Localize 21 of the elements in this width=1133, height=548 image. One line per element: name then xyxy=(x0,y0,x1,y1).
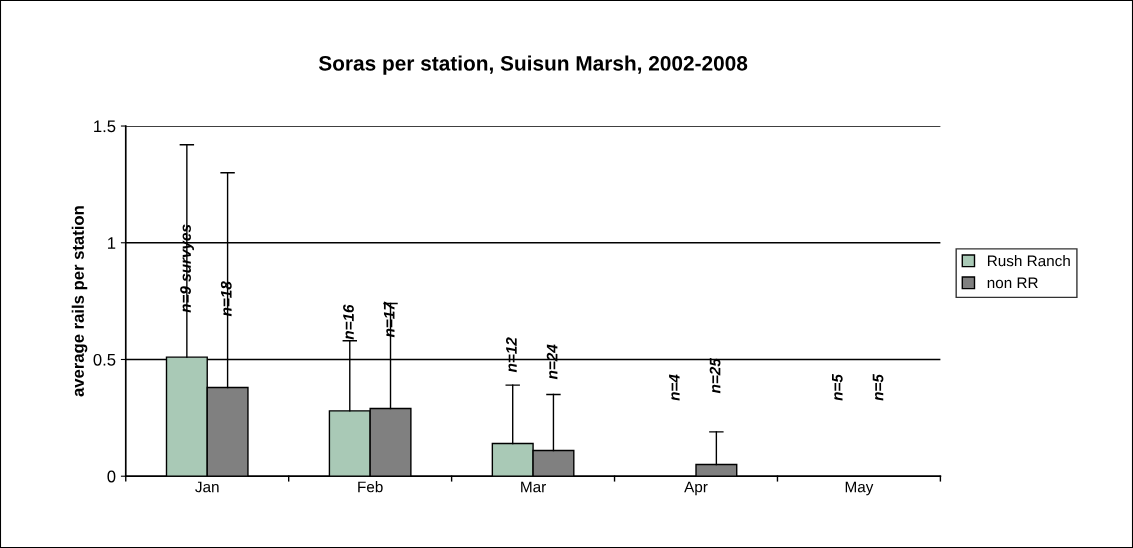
y-tick-label: 0.5 xyxy=(93,353,116,366)
y-axis-title: average rails per station xyxy=(71,206,88,397)
x-tick-label: May xyxy=(845,481,874,496)
y-tick-label: 1 xyxy=(108,237,116,249)
annotation: n=4 xyxy=(669,374,680,401)
chart-title: Soras per station, Suisun Marsh, 2002-2008 xyxy=(318,55,748,75)
legend-label: non RR xyxy=(987,277,1038,289)
y-tick-label: 1.5 xyxy=(94,120,116,133)
annotation: n=12 xyxy=(505,337,517,373)
x-tick-label: Jan xyxy=(195,481,219,493)
x-tick-label: Mar xyxy=(521,481,546,493)
annotation: n=24 xyxy=(546,344,558,380)
y-tick-label: 0 xyxy=(107,470,116,483)
legend-label: Rush Ranch xyxy=(987,255,1070,267)
x-tick-label: Apr xyxy=(684,481,708,496)
annotation: n=5 xyxy=(872,373,884,401)
annotation: n=16 xyxy=(343,304,354,340)
annotation: n=9 survyes xyxy=(180,224,194,313)
x-tick-label: Feb xyxy=(358,481,383,493)
annotation: n=25 xyxy=(709,358,721,394)
annotation: n=5 xyxy=(832,373,843,401)
